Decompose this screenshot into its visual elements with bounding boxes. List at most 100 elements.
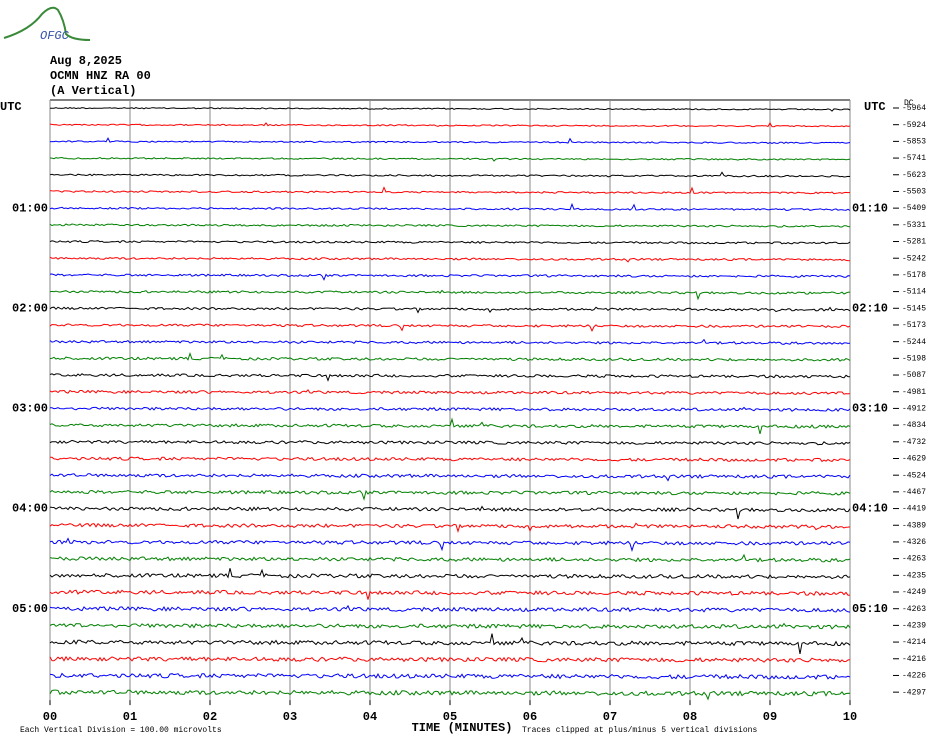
dc-offset: -4912 — [902, 405, 926, 414]
dc-offset: -4235 — [902, 571, 926, 580]
x-tick-label: 05 — [443, 710, 457, 724]
right-time-label: 02:10 — [852, 301, 888, 315]
dc-offset: -5853 — [902, 137, 926, 146]
dc-title: DC — [904, 99, 914, 108]
right-time-label: 04:10 — [852, 502, 888, 516]
left-time-label: 02:00 — [12, 301, 48, 315]
trace — [49, 622, 851, 630]
trace — [49, 121, 851, 128]
trace — [49, 439, 851, 446]
dc-offset: -4389 — [902, 521, 926, 530]
dc-offset: -5964 — [902, 104, 926, 113]
dc-offset: -4263 — [902, 605, 926, 614]
left-time-label: 03:00 — [12, 402, 48, 416]
x-tick-label: 02 — [203, 710, 217, 724]
dc-offset: -4249 — [902, 588, 926, 597]
trace — [49, 156, 851, 162]
dc-offset: -5924 — [902, 121, 926, 130]
left-axis-title: UTC — [0, 100, 22, 114]
dc-offset: -4239 — [902, 621, 926, 630]
dc-offset: -4629 — [902, 455, 926, 464]
trace — [49, 553, 851, 563]
scale-note: Each Vertical Division = 100.00 microvol… — [20, 726, 222, 735]
x-tick-label: 09 — [763, 710, 777, 724]
trace — [49, 256, 851, 263]
dc-offset: -5198 — [902, 354, 926, 363]
logo-curve — [3, 6, 91, 41]
trace — [49, 223, 851, 228]
dc-offset: -5623 — [902, 171, 926, 180]
trace — [49, 568, 851, 580]
right-time-label: 03:10 — [852, 402, 888, 416]
dc-offset: -4216 — [902, 655, 926, 664]
trace — [49, 389, 851, 396]
left-time-label: 01:00 — [12, 201, 48, 215]
dc-offset: -4226 — [902, 672, 926, 681]
dc-offset: -4326 — [902, 538, 926, 547]
trace — [49, 589, 851, 600]
trace — [49, 655, 851, 663]
x-axis-title: TIME (MINUTES) — [412, 721, 513, 735]
x-tick-label: 00 — [43, 710, 57, 724]
trace — [49, 306, 851, 314]
trace — [49, 351, 851, 362]
trace — [49, 689, 851, 701]
trace — [49, 456, 851, 463]
right-axis-title: UTC — [864, 100, 886, 114]
trace — [49, 373, 851, 382]
trace — [49, 338, 851, 345]
dc-offset: -5409 — [902, 204, 926, 213]
trace — [49, 489, 851, 501]
dc-offset: -5087 — [902, 371, 926, 380]
dc-offset: -5114 — [902, 288, 926, 297]
dc-offset: -5244 — [902, 338, 926, 347]
logo: OFGC — [3, 6, 91, 43]
dc-offset: -5145 — [902, 304, 926, 313]
dc-offset: -4981 — [902, 388, 926, 397]
station: OCMN HNZ RA 00 — [50, 69, 151, 83]
dc-offset: -5331 — [902, 221, 926, 230]
dc-offset: -5281 — [902, 238, 926, 247]
dc-offset: -5242 — [902, 254, 926, 263]
dc-offset: -5178 — [902, 271, 926, 280]
trace — [49, 604, 851, 613]
dc-offset: -5503 — [902, 188, 926, 197]
component: (A Vertical) — [50, 84, 136, 98]
dc-offset: -4732 — [902, 438, 926, 447]
trace — [49, 522, 851, 534]
left-time-label: 05:00 — [12, 602, 48, 616]
logo-text: OFGC — [40, 29, 70, 43]
trace — [49, 473, 851, 482]
trace — [49, 186, 851, 195]
trace — [50, 406, 851, 412]
trace — [49, 202, 851, 211]
dc-offset: -5741 — [902, 154, 926, 163]
trace — [49, 240, 851, 245]
dc-offset: -4524 — [902, 471, 926, 480]
x-tick-label: 06 — [523, 710, 537, 724]
x-tick-label: 03 — [283, 710, 297, 724]
trace — [49, 289, 851, 301]
trace — [49, 137, 851, 144]
dc-offset: -4834 — [902, 421, 926, 430]
date: Aug 8,2025 — [50, 54, 122, 68]
right-time-label: 01:10 — [852, 201, 888, 215]
right-time-label: 05:10 — [852, 602, 888, 616]
x-tick-label: 01 — [123, 710, 137, 724]
trace — [50, 107, 851, 112]
trace — [49, 171, 851, 178]
x-tick-label: 07 — [603, 710, 617, 724]
dc-offset: -5173 — [902, 321, 926, 330]
trace — [49, 633, 851, 654]
dc-offset: -4214 — [902, 638, 926, 647]
trace — [49, 273, 851, 281]
x-tick-label: 04 — [363, 710, 377, 724]
x-tick-label: 10 — [843, 710, 857, 724]
dc-offset: -4467 — [902, 488, 926, 497]
trace — [49, 323, 851, 332]
trace — [49, 505, 851, 520]
clip-note: Traces clipped at plus/minus 5 vertical … — [522, 726, 757, 735]
dc-offset: -4263 — [902, 555, 926, 564]
trace — [49, 537, 851, 552]
